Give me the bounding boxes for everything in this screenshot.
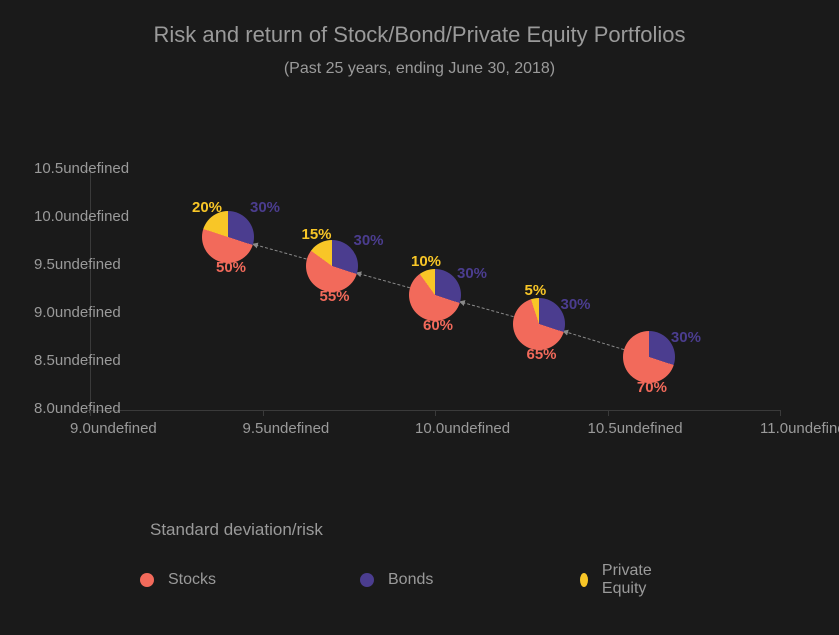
y-tick-label: 8.0undefined: [34, 400, 82, 417]
portfolio-pie: [202, 211, 254, 263]
slice-label-bonds: 30%: [671, 329, 701, 346]
chart-subtitle: (Past 25 years, ending June 30, 2018): [0, 60, 839, 78]
slice-label-bonds: 30%: [250, 199, 280, 216]
slice-label-bonds: 30%: [561, 296, 591, 313]
slice-label-stocks: 50%: [216, 259, 246, 276]
x-tick: [608, 410, 609, 416]
portfolio-pie: [409, 269, 461, 321]
legend-label: Stocks: [168, 571, 216, 589]
y-tick-label: 8.5undefined: [34, 352, 82, 369]
x-tick: [90, 410, 91, 416]
slice-label-bonds: 30%: [354, 232, 384, 249]
y-tick-label: 9.0undefined: [34, 304, 82, 321]
x-tick: [263, 410, 264, 416]
chart-root: { "title": { "text": "Risk and return of…: [0, 0, 839, 635]
y-tick-label: 10.0undefined: [34, 208, 82, 225]
y-tick-label: 10.5undefined: [34, 160, 82, 177]
x-axis-title: Standard deviation/risk: [150, 520, 323, 540]
portfolio-pie: [513, 298, 565, 350]
slice-label-stocks: 55%: [320, 288, 350, 305]
x-tick-label: 11.0undefined: [760, 420, 839, 437]
slice-label-stocks: 65%: [527, 346, 557, 363]
legend-swatch-private_equity: [580, 573, 588, 587]
slice-label-bonds: 30%: [457, 265, 487, 282]
x-tick-label: 9.5undefined: [243, 420, 330, 437]
legend-item-stocks: Stocks: [140, 571, 216, 589]
plot-area: 8.0undefined8.5undefined9.0undefined9.5u…: [90, 170, 780, 410]
slice-label-pe: 5%: [525, 282, 547, 299]
legend-item-private_equity: Private Equity: [580, 562, 658, 598]
legend-item-bonds: Bonds: [360, 571, 433, 589]
legend-label: Bonds: [388, 571, 433, 589]
y-axis-line: [90, 170, 91, 410]
x-tick: [780, 410, 781, 416]
slice-label-pe: 10%: [411, 253, 441, 270]
legend-swatch-bonds: [360, 573, 374, 587]
slice-label-stocks: 70%: [637, 379, 667, 396]
x-tick: [435, 410, 436, 416]
portfolio-pie: [306, 240, 358, 292]
chart-title: Risk and return of Stock/Bond/Private Eq…: [0, 22, 839, 48]
x-tick-label: 9.0undefined: [70, 420, 157, 437]
slice-label-pe: 15%: [302, 226, 332, 243]
x-tick-label: 10.5undefined: [588, 420, 683, 437]
legend-label: Private Equity: [602, 562, 658, 598]
slice-label-stocks: 60%: [423, 317, 453, 334]
x-tick-label: 10.0undefined: [415, 420, 510, 437]
portfolio-pie: [623, 331, 675, 383]
legend-swatch-stocks: [140, 573, 154, 587]
y-tick-label: 9.5undefined: [34, 256, 82, 273]
slice-label-pe: 20%: [192, 199, 222, 216]
